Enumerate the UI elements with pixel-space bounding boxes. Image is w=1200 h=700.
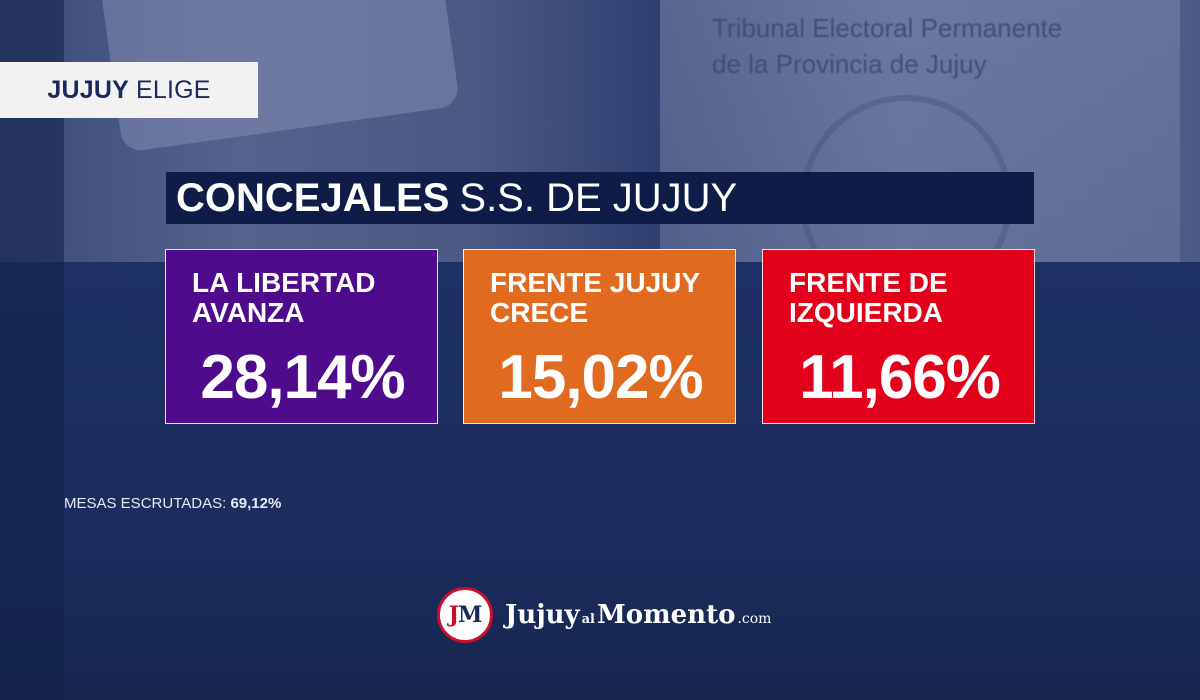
logo-badge-m: M [458, 602, 482, 628]
logo-badge-j: J [448, 602, 459, 628]
page-title: CONCEJALES S.S. DE JUJUY [166, 172, 1034, 224]
party-percent: 15,02% [498, 343, 703, 412]
brand-part-2: al [581, 612, 595, 627]
party-name: FRENTE JUJUY CRECE [490, 267, 700, 328]
mesas-value: 69,12% [230, 495, 282, 512]
party-percent: 28,14% [200, 343, 405, 412]
section-tag-bold: JUJUY [47, 75, 129, 104]
section-tag: JUJUY ELIGE [0, 62, 258, 118]
result-card-frente-de-izquierda: FRENTE DE IZQUIERDA 11,66% [762, 249, 1035, 424]
page-title-bold: CONCEJALES [176, 175, 450, 220]
party-percent: 11,66% [799, 343, 1001, 412]
brand-part-1: Jujuy [505, 600, 580, 630]
party-name: LA LIBERTAD AVANZA [192, 267, 376, 328]
background-document-text: Tribunal Electoral Permanente de la Prov… [712, 13, 1063, 79]
party-name: FRENTE DE IZQUIERDA [789, 267, 948, 328]
brand-wordmark: Jujuy al Momento .com [505, 600, 771, 630]
mesas-escrutadas: MESAS ESCRUTADAS: 69,12% [64, 495, 281, 512]
page-title-rest: S.S. DE JUJUY [459, 175, 738, 220]
mesas-label: MESAS ESCRUTADAS: [64, 495, 227, 512]
result-card-la-libertad-avanza: LA LIBERTAD AVANZA 28,14% [165, 249, 438, 424]
section-tag-rest: ELIGE [135, 75, 211, 104]
result-card-frente-jujuy-crece: FRENTE JUJUY CRECE 15,02% [463, 249, 736, 424]
brand-part-3: Momento [597, 600, 736, 630]
brand-part-4: .com [737, 611, 772, 627]
